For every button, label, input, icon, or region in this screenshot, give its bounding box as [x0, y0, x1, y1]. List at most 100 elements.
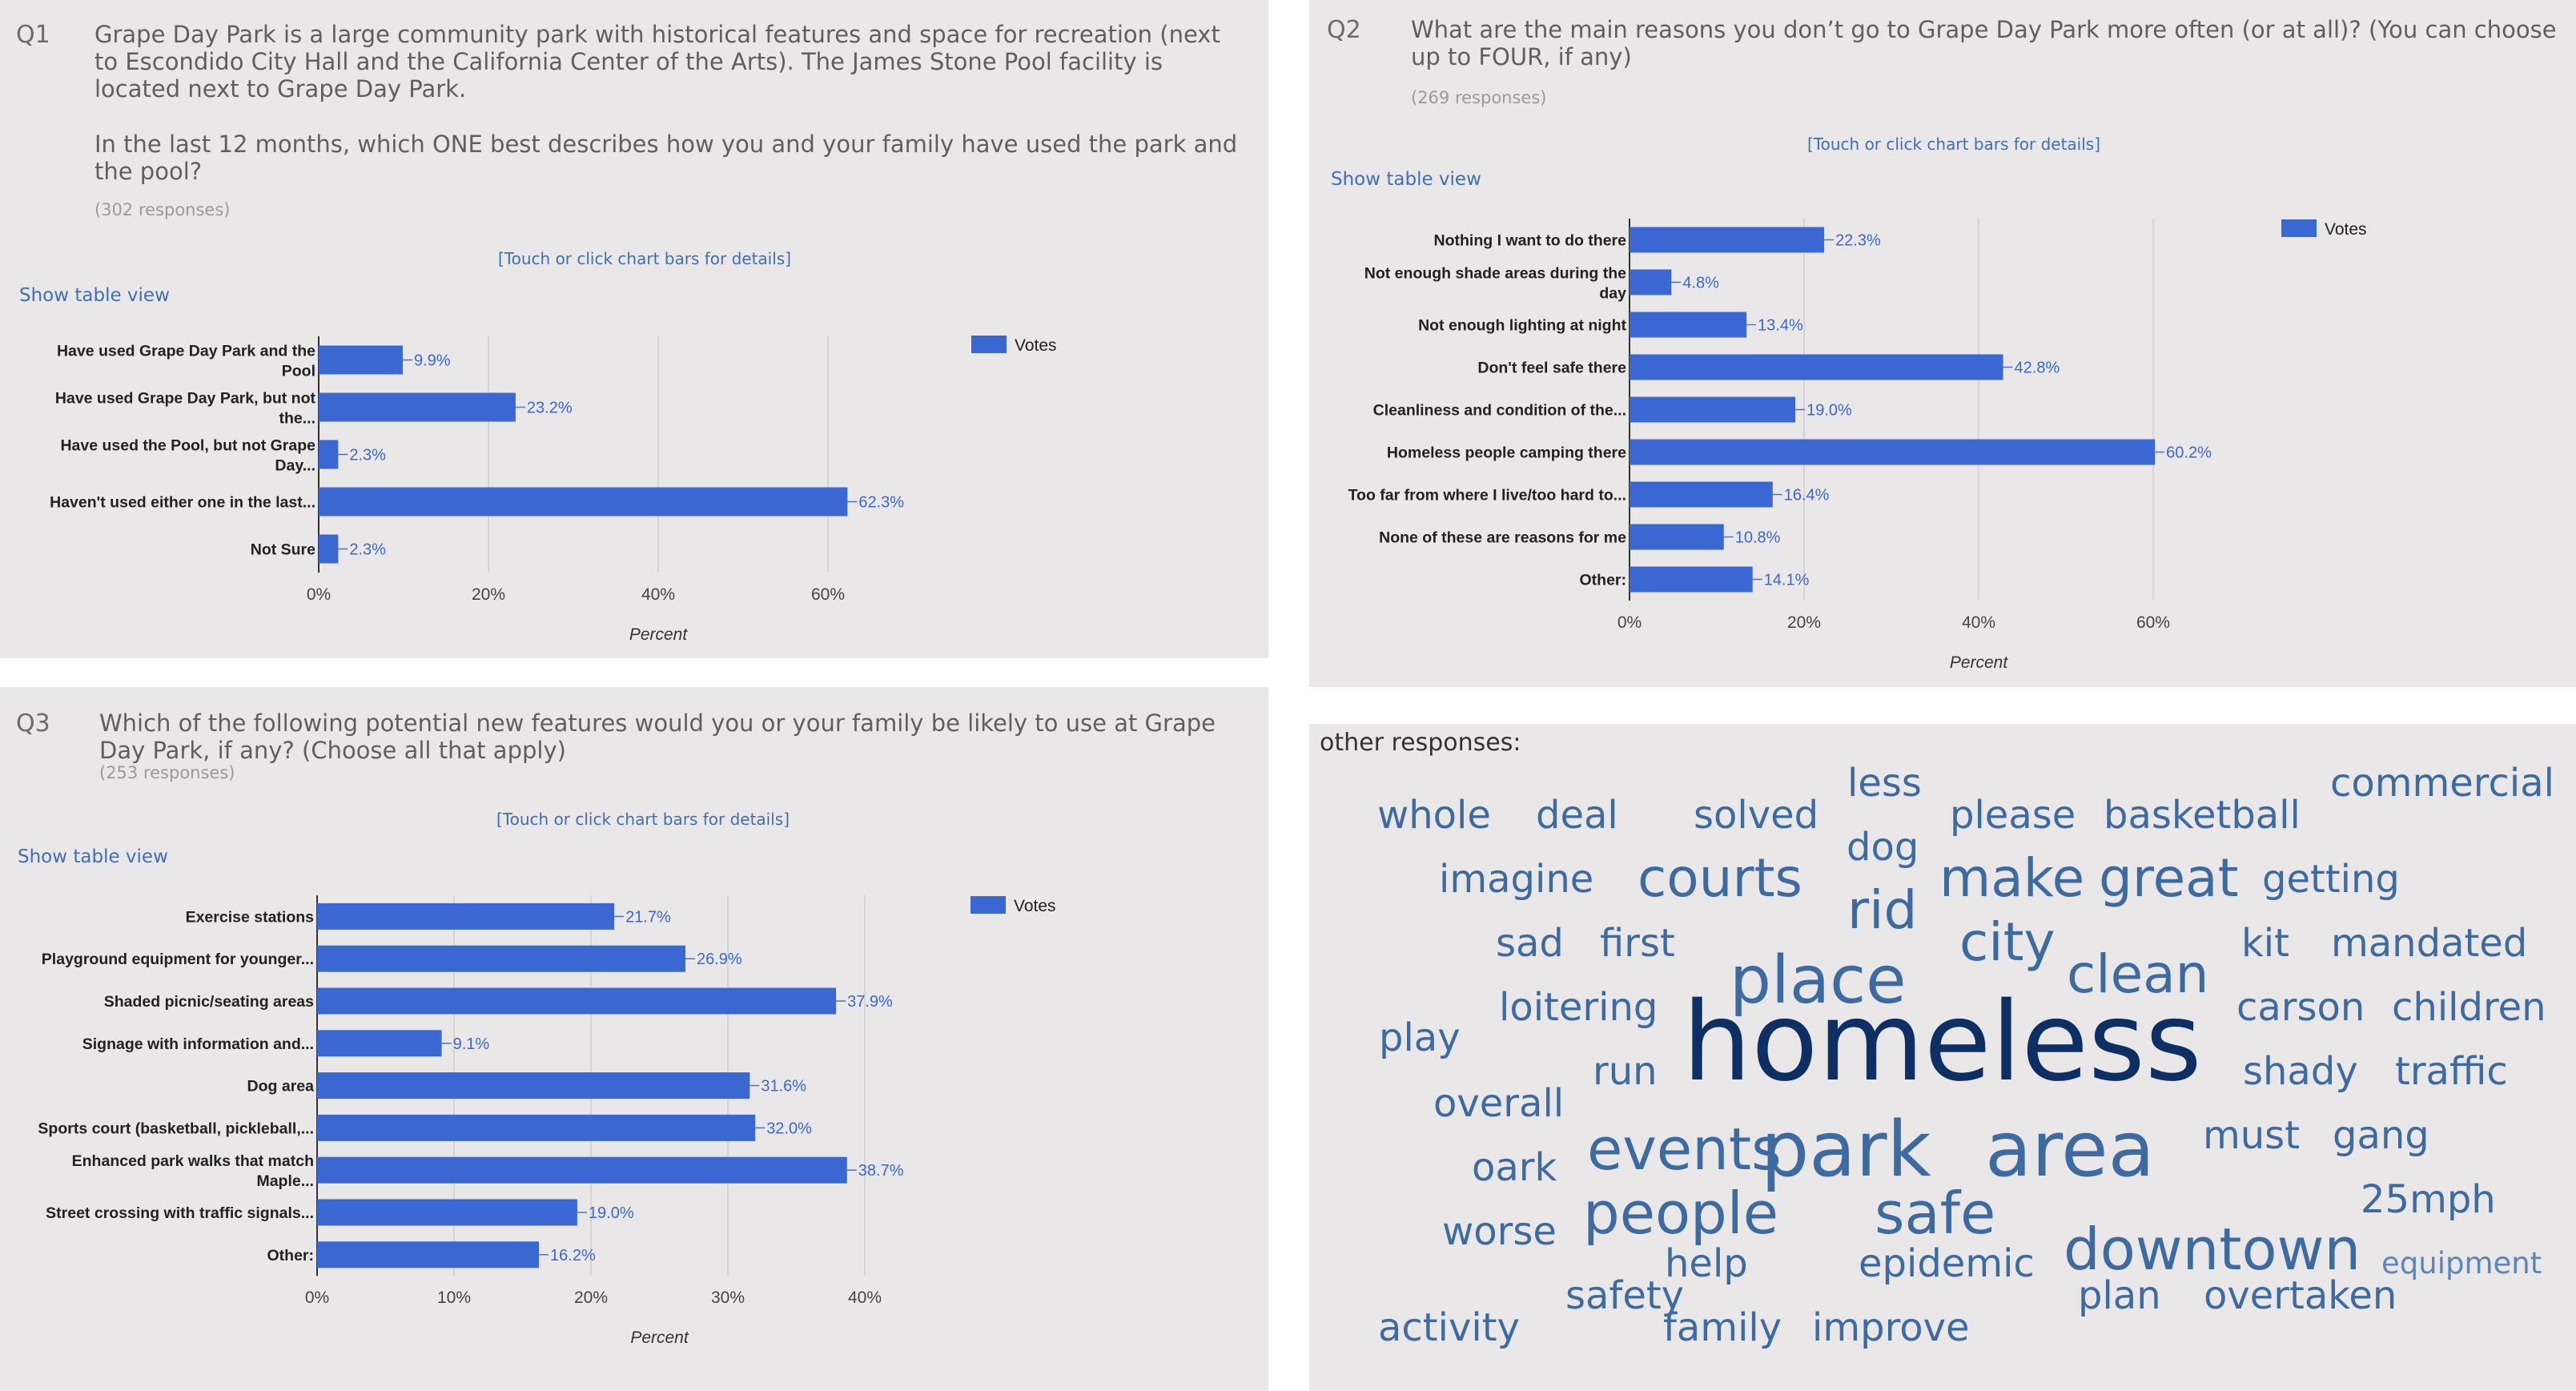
show-table-view-link[interactable]: Show table view — [19, 285, 170, 306]
bar[interactable] — [319, 534, 339, 564]
category-label: Have used Grape Day Park, but not — [55, 390, 316, 408]
q1-bar-chart[interactable]: 0% 20% 40% 60% 9.9% Have used Grape Day Park … — [0, 320, 1268, 657]
show-table-view-link[interactable]: Show table view — [1331, 169, 1481, 190]
bar[interactable] — [1630, 396, 1796, 423]
bar[interactable] — [317, 1241, 540, 1268]
category-label: Homeless people camping there — [1387, 444, 1626, 462]
category-label: Too far from where I live/too hard to... — [1348, 487, 1626, 505]
bar[interactable] — [319, 487, 848, 517]
bar[interactable] — [1630, 439, 2156, 465]
chart-hint: [Touch or click chart bars for details] — [498, 249, 792, 268]
bar[interactable] — [317, 1114, 756, 1141]
wordcloud-word: basketball — [2104, 793, 2301, 838]
x-tick-label: 20% — [472, 585, 505, 604]
x-axis-label: Percent — [630, 1329, 689, 1347]
data-label: 9.9% — [414, 352, 451, 370]
wordcloud-word: please — [1950, 793, 2076, 838]
wordcloud-word: city — [1959, 911, 2056, 973]
wordcloud-word: imagine — [1439, 857, 1594, 902]
wordcloud-word: children — [2392, 985, 2546, 1030]
bar[interactable] — [1630, 227, 1825, 253]
q2-bar-chart[interactable]: 0% 20% 40% 60% 22.3% Nothing I want to do the… — [1309, 208, 2576, 687]
wordcloud-word: sad — [1496, 921, 1564, 966]
x-tick-label: 0% — [307, 585, 331, 604]
bar[interactable] — [317, 987, 837, 1015]
bar[interactable] — [1630, 524, 1724, 550]
category-label: Haven't used either one in the last... — [50, 494, 315, 512]
bar[interactable] — [1630, 269, 1672, 295]
x-tick-label: 60% — [811, 585, 845, 604]
category-label: Exercise stations — [186, 908, 315, 926]
q3-bar-chart[interactable]: 0% 10% 20% 30% 40% 21.7% Exercise stations 26.9… — [0, 881, 1268, 1391]
show-table-view-link[interactable]: Show table view — [18, 846, 168, 867]
wordcloud-word: worse — [1442, 1209, 1557, 1254]
data-label: 9.1% — [453, 1035, 490, 1053]
response-count: (269 responses) — [1411, 88, 1547, 107]
category-label: Have used Grape Day Park and the — [57, 343, 315, 360]
data-label: 23.2% — [527, 400, 573, 417]
data-label: 10.8% — [1735, 529, 1781, 547]
category-label: Street crossing with traffic signals... — [46, 1204, 314, 1222]
data-label: 19.0% — [1806, 402, 1852, 420]
bar[interactable] — [317, 1030, 442, 1057]
wordcloud-word: shady — [2243, 1049, 2358, 1094]
bar[interactable] — [319, 345, 403, 375]
wordcloud-word: commercial — [2330, 761, 2554, 806]
bar[interactable] — [319, 440, 339, 469]
data-label: 37.9% — [847, 993, 893, 1011]
data-label: 26.9% — [697, 951, 742, 968]
wordcloud-word: 25mph — [2361, 1177, 2496, 1222]
data-label: 2.3% — [349, 541, 386, 559]
bar[interactable] — [317, 1199, 577, 1226]
bar[interactable] — [319, 392, 516, 422]
chart-hint: [Touch or click chart bars for details] — [1807, 135, 2101, 154]
wordcloud-word: equipment — [2381, 1246, 2542, 1280]
data-label: 21.7% — [625, 908, 671, 926]
x-tick-label: 0% — [305, 1288, 329, 1307]
x-tick-label: 30% — [711, 1288, 745, 1307]
category-label: Have used the Pool, but not Grape — [60, 437, 315, 455]
category-label: Day... — [275, 457, 315, 475]
wordcloud-word: activity — [1378, 1305, 1520, 1350]
x-tick-label: 10% — [437, 1288, 471, 1307]
bar[interactable] — [317, 903, 615, 930]
category-label: Not enough lighting at night — [1418, 317, 1626, 335]
bar[interactable] — [317, 1072, 750, 1100]
wordcloud-word: whole — [1377, 793, 1491, 838]
x-axis-label: Percent — [629, 625, 689, 644]
wordcloud-word: epidemic — [1859, 1241, 2035, 1286]
wordcloud-word: must — [2203, 1113, 2301, 1158]
bar[interactable] — [1630, 312, 1747, 338]
category-label: Not enough shade areas during the — [1364, 265, 1626, 283]
wordcloud-word: people — [1583, 1180, 1779, 1247]
data-label: 4.8% — [1682, 275, 1719, 292]
bar[interactable] — [1630, 481, 1773, 508]
category-label: Pool — [282, 363, 315, 380]
bar[interactable] — [317, 1156, 847, 1184]
wordcloud-word: overall — [1433, 1081, 1565, 1126]
legend-swatch — [2281, 219, 2317, 237]
x-tick-label: 0% — [1618, 613, 1642, 632]
data-label: 60.2% — [2166, 444, 2212, 462]
category-label: Signage with information and... — [82, 1035, 314, 1053]
wordcloud-word: homeless — [1682, 979, 2202, 1106]
wordcloud-word: overtaken — [2204, 1273, 2397, 1318]
category-label: Maple... — [256, 1172, 314, 1190]
bar[interactable] — [317, 945, 685, 972]
data-label: 16.2% — [550, 1247, 596, 1264]
wordcloud-word: safety — [1565, 1273, 1685, 1318]
category-label: None of these are reasons for me — [1379, 529, 1626, 547]
category-label: Not Sure — [251, 541, 315, 559]
category-label: Cleanliness and condition of the... — [1373, 402, 1626, 420]
wordcloud-word: play — [1379, 1015, 1461, 1060]
legend-label: Votes — [1015, 336, 1057, 355]
wordcloud-word: place — [1730, 943, 1907, 1019]
data-label: 38.7% — [858, 1162, 904, 1180]
bar[interactable] — [1630, 354, 2003, 380]
wordcloud-word: getting — [2262, 857, 2400, 902]
question-number: Q3 — [16, 710, 50, 738]
wordcloud-word: courts — [1638, 847, 1802, 909]
question-text: Which of the following potential new fea… — [99, 710, 1216, 764]
wordcloud-word: loitering — [1499, 985, 1658, 1030]
bar[interactable] — [1630, 566, 1753, 593]
